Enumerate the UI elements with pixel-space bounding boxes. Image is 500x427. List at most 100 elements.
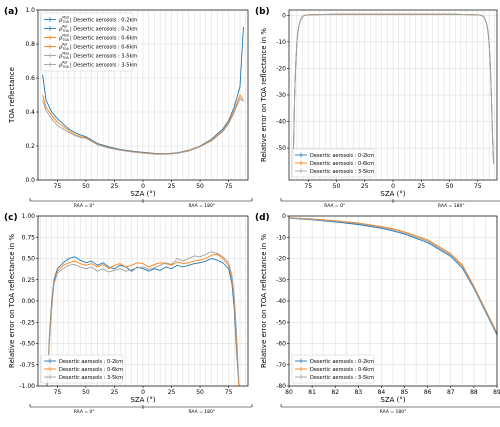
legend: Desertic aerosols : 0-2km Desertic aeroso… <box>40 354 124 384</box>
legend-symbol-sup: Ref <box>62 61 68 65</box>
legend-symbol-sub: TOA <box>61 47 69 51</box>
series-line-3 <box>291 13 495 173</box>
x-tick-label: 50 <box>82 183 90 190</box>
raa-label: RAA = 180° <box>380 409 407 415</box>
x-tick-label: 75 <box>54 389 62 396</box>
legend-box <box>40 12 134 72</box>
legend-box <box>291 148 375 178</box>
series-line-3 <box>46 251 240 387</box>
legend-symbol: ρ <box>59 35 63 41</box>
plot-area: 80 81 82 83 84 85 86 87 88 89 0 -10 -20 -30 -40 -50 -60 -… <box>260 213 500 415</box>
panel-a: (a) 75 50 25 0 25 50 75 0.0 0.2 0.4 0.6 0.8 1.0 SZA (… <box>4 7 253 209</box>
panel-b: (b) 75 50 25 0 25 50 75 0 -10 -20 -30 -40 -50 SZA (°)… <box>255 7 500 209</box>
x-axis-label: SZA (°) <box>380 396 405 404</box>
raa-left-label: RAA = 0° <box>74 203 95 209</box>
y-tick-label: 0.4 <box>25 109 35 116</box>
x-tick-label: 25 <box>361 183 369 190</box>
series-line-3 <box>288 217 498 335</box>
legend-symbol: ρ <box>59 44 63 50</box>
y-tick-label: -10 <box>276 234 286 241</box>
y-tick-label: 0.8 <box>25 41 35 48</box>
y-axis-label: Relative error on TOA reflectance in % <box>260 28 268 162</box>
series-line-2 <box>46 253 240 387</box>
panel-label: (d) <box>255 213 270 223</box>
y-tick-label: -80 <box>276 383 286 390</box>
legend-symbol-sub: TOA <box>61 65 69 69</box>
raa-right-label: RAA = 180° <box>438 203 465 209</box>
x-tick-label: 88 <box>470 389 478 396</box>
y-tick-label: -70 <box>276 362 286 369</box>
legend-label: Desertic aerosols : 0-6km <box>310 161 374 167</box>
plot-area: 75 50 25 0 25 50 75 0.0 0.2 0.4 0.6 0.8 1.0 SZA (°) TO… <box>8 7 253 209</box>
y-tick-label: -50 <box>276 319 286 326</box>
x-tick-label: 86 <box>424 389 432 396</box>
x-tick-label: 81 <box>308 389 316 396</box>
x-tick-label: 83 <box>355 389 363 396</box>
x-tick-label: 87 <box>447 389 455 396</box>
y-tick-label: -0.75 <box>19 362 35 369</box>
x-axis-label: SZA (°) <box>380 190 405 198</box>
panel-d: (d) 80 81 82 83 84 85 86 87 88 89 0 -10 -20 -30 -40 -50… <box>255 213 500 415</box>
y-tick-label: -30 <box>276 277 286 284</box>
legend-label: Desertic aerosols : 0-2km <box>310 359 374 365</box>
raa-right-label: RAA = 180° <box>188 409 215 415</box>
y-tick-label: -0.50 <box>19 341 35 348</box>
x-tick-label: 50 <box>446 183 454 190</box>
legend-symbol-sub: TOA <box>61 29 69 33</box>
x-tick-label: 25 <box>168 389 176 396</box>
y-tick-label: 1.00 <box>22 213 36 220</box>
y-tick-label: -1.00 <box>19 383 35 390</box>
y-tick-label: -20 <box>276 65 286 72</box>
x-tick-label: 50 <box>82 389 90 396</box>
y-tick-label: 0.0 <box>25 177 35 184</box>
legend-label: | Desertic aerosols : 3-5km <box>70 62 137 68</box>
x-axis-label: SZA (°) <box>130 396 155 404</box>
legend-symbol: ρ <box>59 53 63 59</box>
x-tick-label: 25 <box>168 183 176 190</box>
legend-label: | Desertic aerosols : 0-6km <box>70 35 137 41</box>
series-line-3 <box>42 97 244 155</box>
x-axis-label: SZA (°) <box>130 190 155 198</box>
y-tick-label: -10 <box>276 39 286 46</box>
panel-c: (c) 75 50 25 0 25 50 75 1.00 0.75 0.50 0.25 0.00 -0.… <box>4 213 253 415</box>
y-tick-label: -40 <box>276 298 286 305</box>
x-tick-label: 0 <box>141 389 145 396</box>
raa-left-label: RAA = 0° <box>324 203 345 209</box>
y-axis-label: TOA reflectance <box>8 67 16 124</box>
x-tick-label: 25 <box>111 183 119 190</box>
x-tick-label: 75 <box>225 389 233 396</box>
x-tick-label: 84 <box>378 389 386 396</box>
legend-symbol-sub: TOA <box>61 56 69 60</box>
x-tick-label: 89 <box>493 389 500 396</box>
legend-symbol-sup: Ref <box>62 43 68 47</box>
x-tick-label: 75 <box>54 183 62 190</box>
raa-right-label: RAA = 180° <box>188 203 215 209</box>
series-line-1 <box>46 256 240 387</box>
y-tick-label: -30 <box>276 92 286 99</box>
y-axis-label: Relative error on TOA reflectance in % <box>8 234 16 368</box>
y-tick-label: -60 <box>276 341 286 348</box>
x-tick-label: 85 <box>401 389 409 396</box>
y-tick-label: 0.75 <box>22 234 36 241</box>
y-tick-label: 0.50 <box>22 256 36 263</box>
panel-label: (b) <box>255 7 270 17</box>
x-tick-label: 75 <box>304 183 312 190</box>
legend-symbol-sub: TOA <box>61 20 69 24</box>
x-tick-label: 75 <box>225 183 233 190</box>
legend-label: Desertic aerosols : 3-5km <box>310 169 374 175</box>
raa-left-label: RAA = 0° <box>74 409 95 415</box>
legend-label: Desertic aerosols : 3-5km <box>310 375 374 381</box>
x-tick-label: 25 <box>111 389 119 396</box>
y-tick-label: 0 <box>282 213 286 220</box>
y-tick-label: -40 <box>276 119 286 126</box>
x-tick-label: 0 <box>141 183 145 190</box>
legend-label: | Desertic aerosols : 0-2km <box>70 26 137 32</box>
x-tick-label: 50 <box>333 183 341 190</box>
series-line-1 <box>42 26 244 155</box>
y-tick-label: -20 <box>276 256 286 263</box>
plot-area: 75 50 25 0 25 50 75 0 -10 -20 -30 -40 -50 SZA (°) Rela… <box>260 9 500 209</box>
legend-label: Desertic aerosols : 3-5km <box>59 375 123 381</box>
legend-label: | Desertic aerosols : 3-5km <box>70 53 137 59</box>
